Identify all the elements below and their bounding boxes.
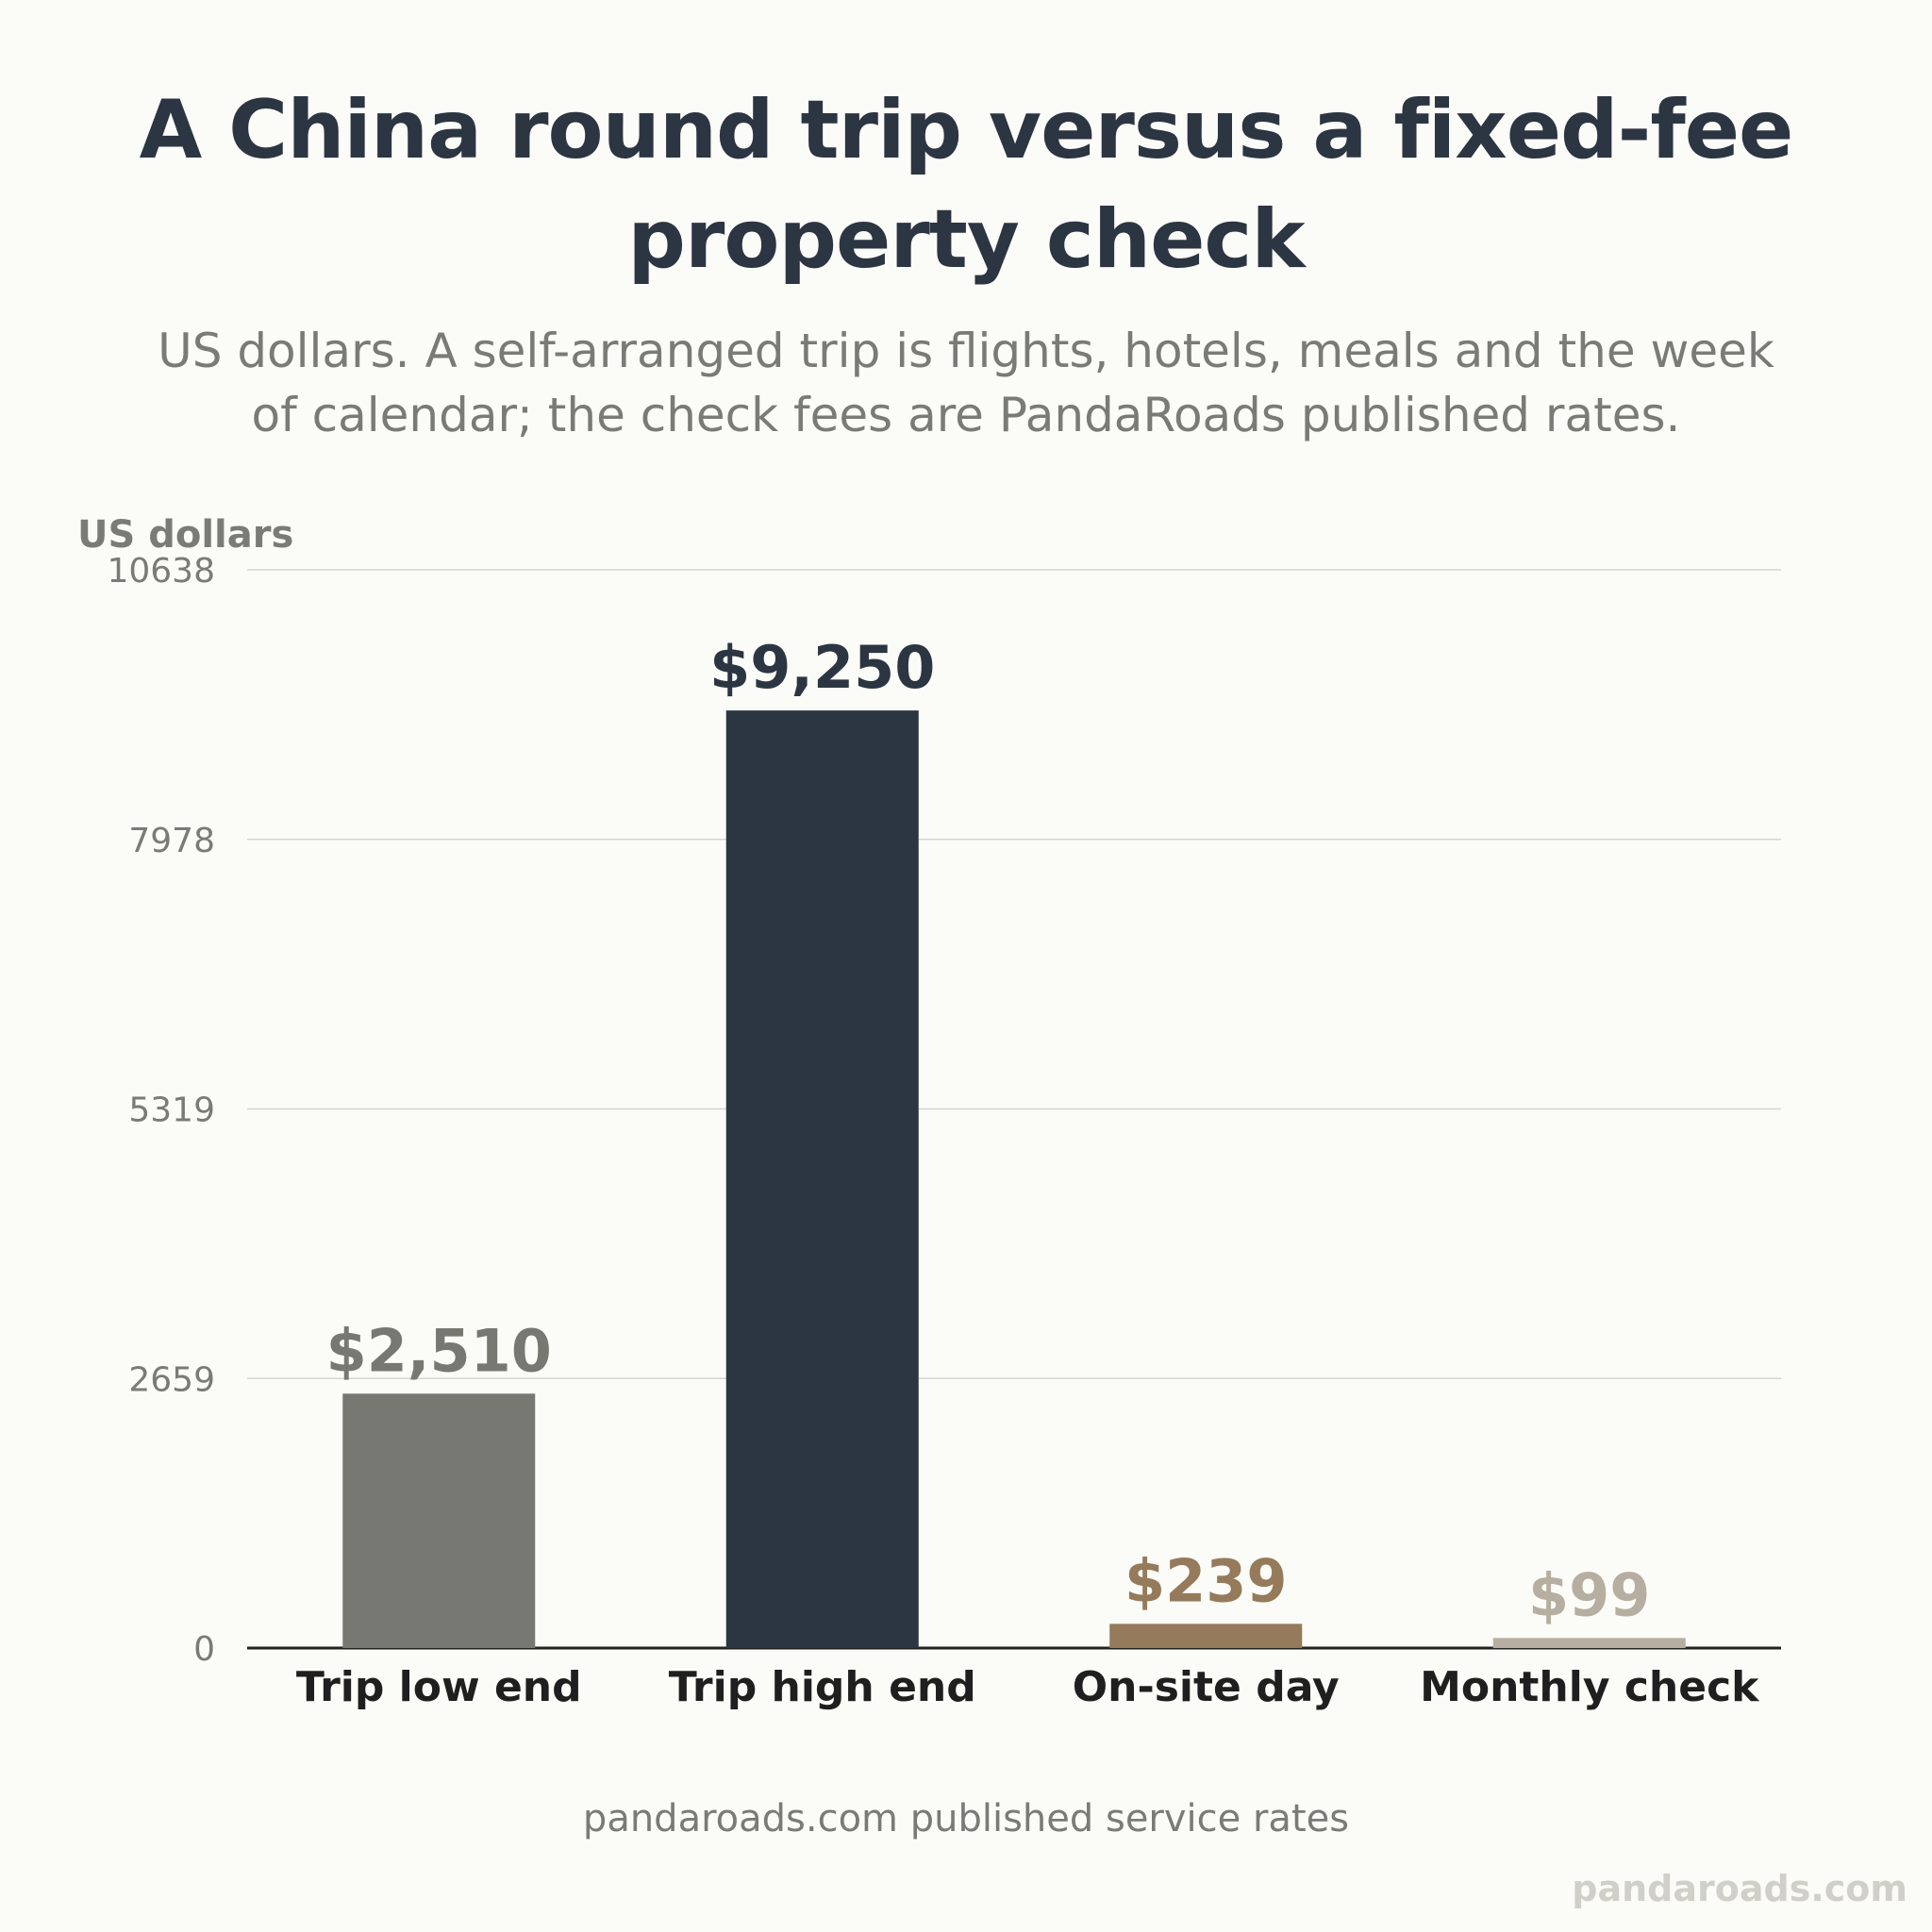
x-tick-label: Trip high end [669,1663,976,1711]
bar-value-label: $99 [1528,1560,1650,1629]
y-tick-label: 10638 [107,552,215,591]
chart-title: A China round trip versus a fixed-fee pr… [139,83,1794,287]
y-axis-label: US dollars [77,513,293,557]
y-tick-label: 2659 [128,1360,215,1399]
bar-value-label: $2,510 [326,1316,552,1385]
bar [342,1393,536,1648]
y-tick-label: 5319 [128,1091,215,1130]
x-tick-label: On-site day [1073,1663,1340,1711]
source-note: pandaroads.com published service rates [582,1797,1350,1840]
chart-subtitle: US dollars. A self-arranged trip is flig… [158,324,1774,442]
y-tick-label: 7978 [128,822,215,860]
bar-value-label: $9,250 [709,633,935,702]
bar [1109,1624,1303,1648]
bar [725,710,919,1648]
x-tick-label: Monthly check [1420,1663,1760,1711]
bar-value-label: $239 [1124,1546,1288,1615]
bar [1492,1638,1686,1648]
watermark: pandaroads.com [1572,1868,1907,1909]
x-tick-label: Trip low end [296,1663,582,1711]
y-tick-label: 0 [193,1630,215,1669]
